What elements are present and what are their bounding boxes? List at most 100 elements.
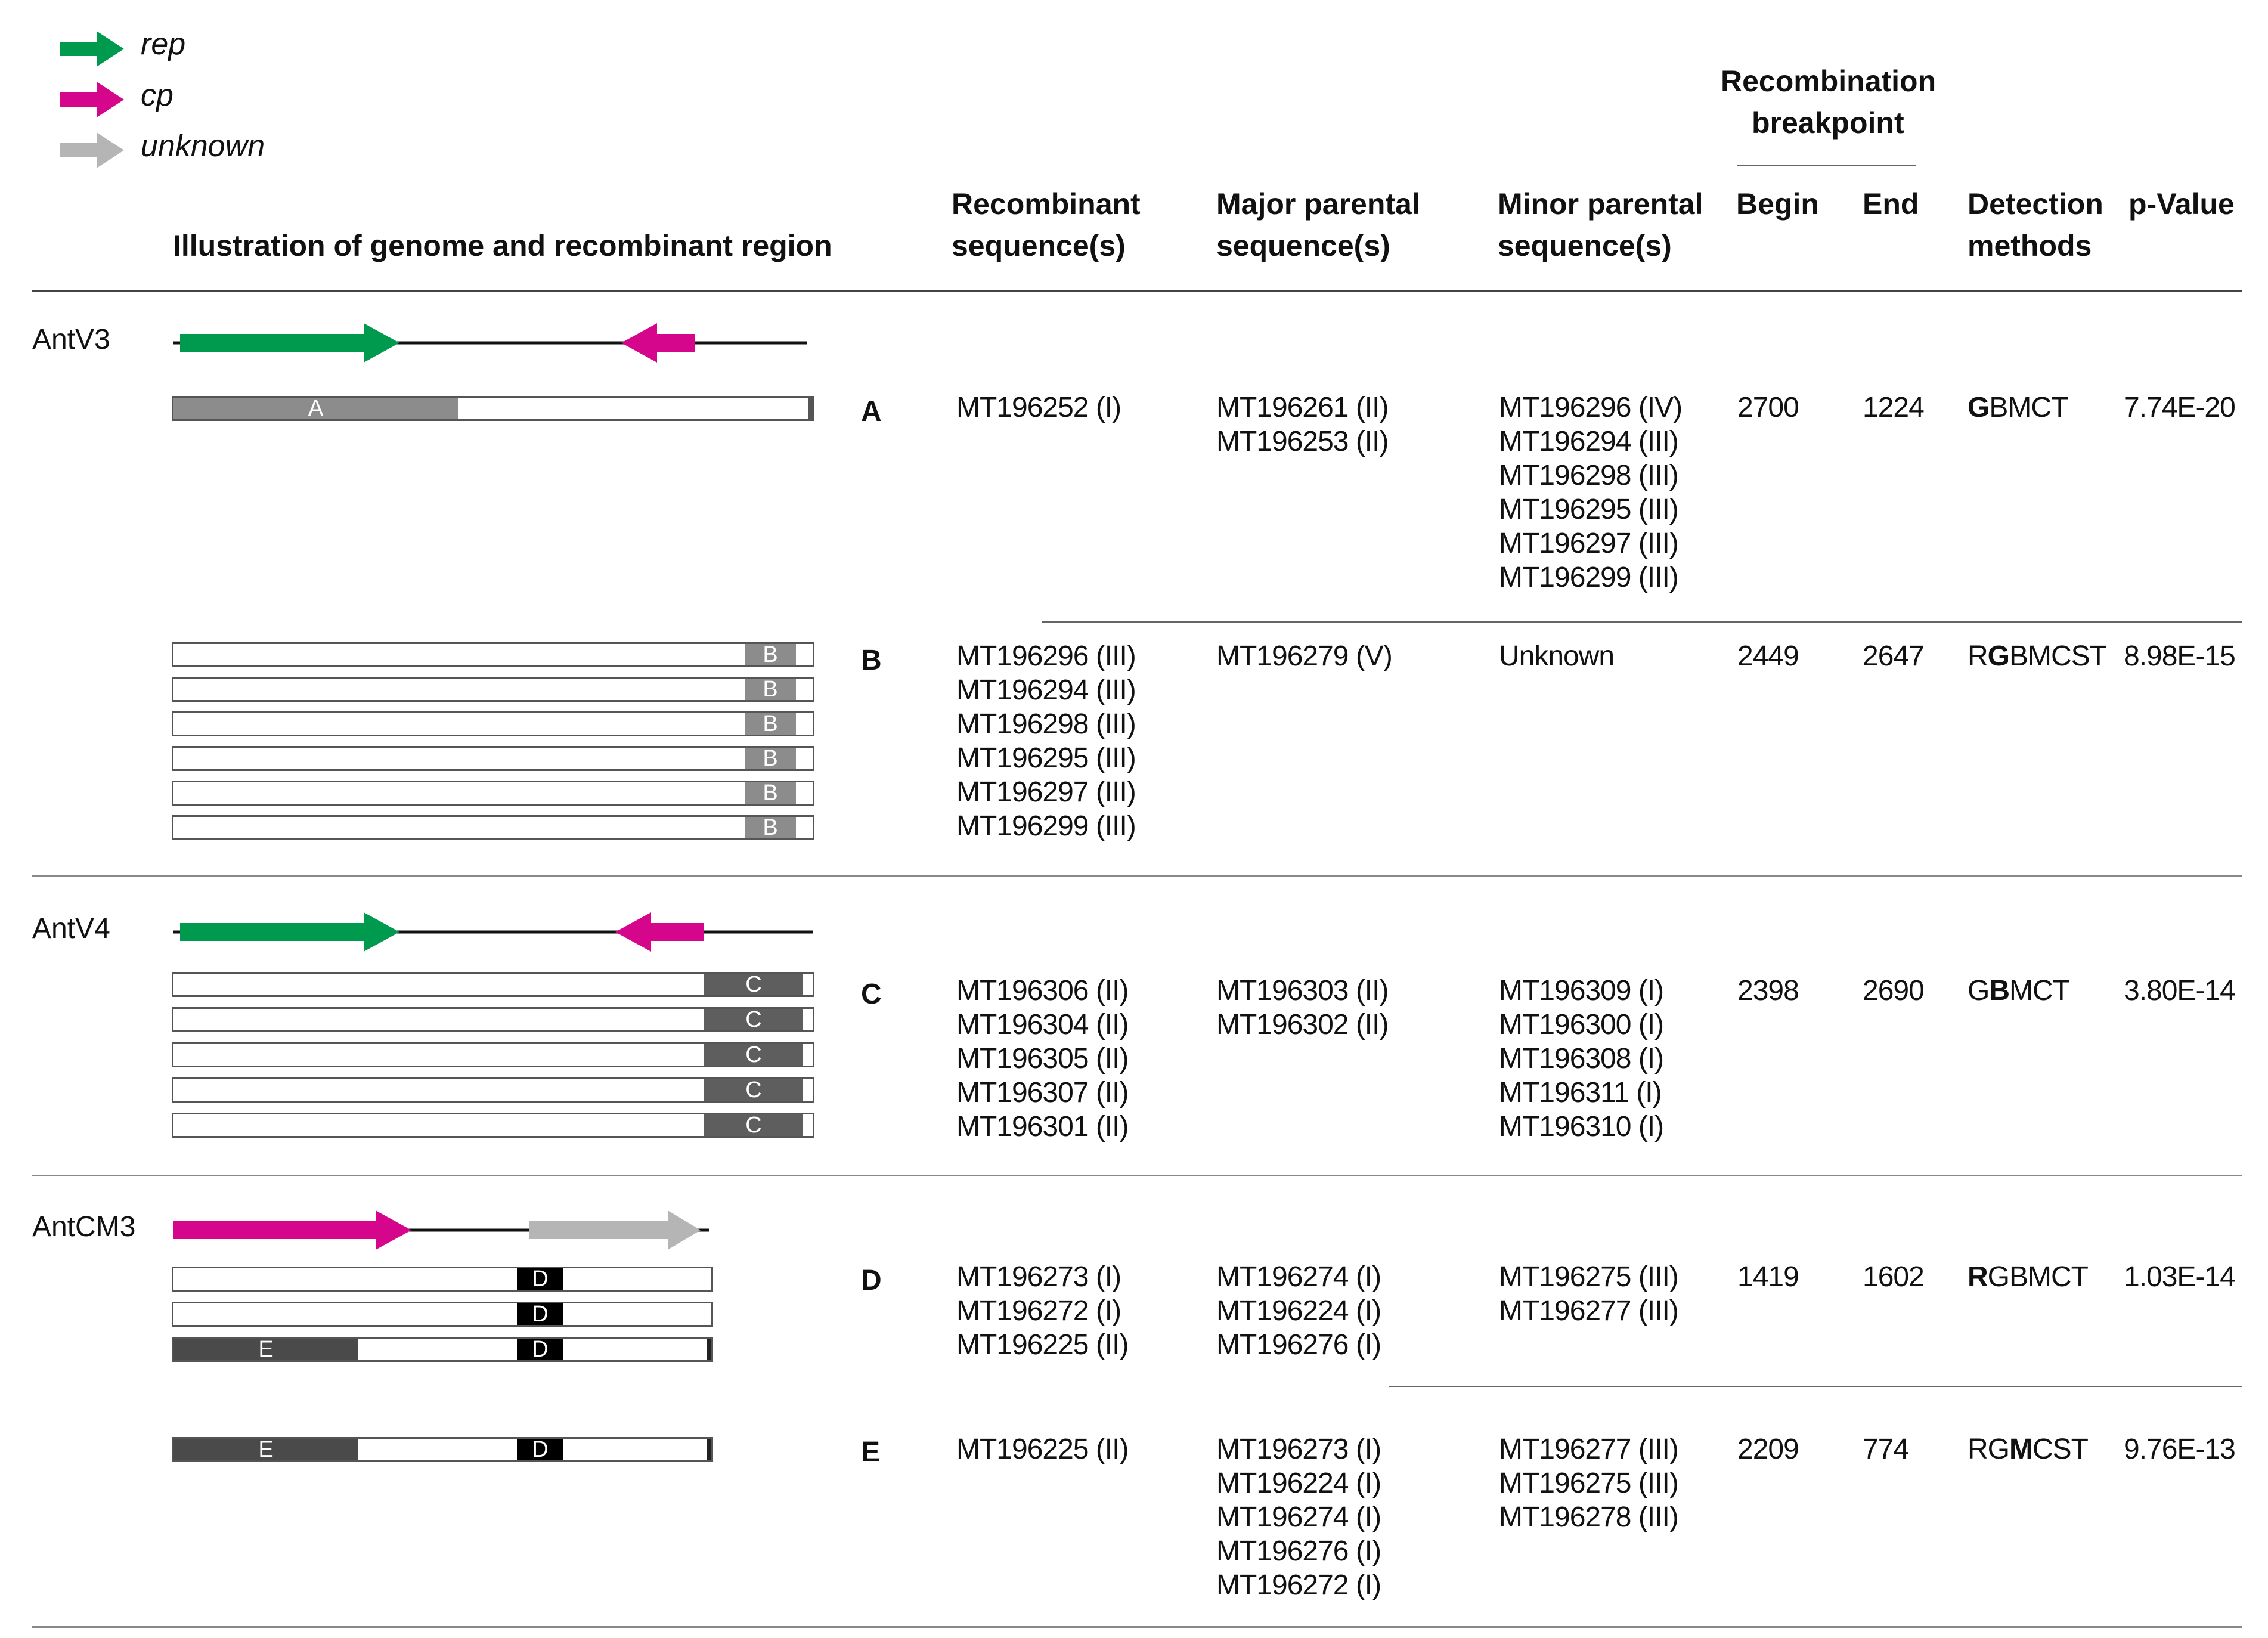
segment-d: D	[517, 1268, 563, 1290]
antv4-rep-arrow	[180, 912, 399, 952]
header-detection-1: Detection	[1968, 187, 2103, 221]
antv3-section-rule	[32, 875, 2242, 877]
breakpoint-begin: 2449	[1737, 640, 1799, 672]
header-end: End	[1863, 187, 1919, 221]
antv3-genome-map	[173, 323, 807, 363]
minor-parent-sequence: MT196294 (III)	[1499, 426, 1679, 457]
segment-b: B	[745, 782, 796, 804]
detection-methods-post: BMCST	[2009, 640, 2107, 672]
recombinant-sequence: MT196297 (III)	[956, 776, 1136, 808]
breakpoint-begin: 1419	[1737, 1261, 1799, 1293]
genome-bar: E D	[172, 1437, 713, 1462]
legend-label-cp: cp	[141, 78, 173, 113]
p-value: 8.98E-15	[2124, 640, 2236, 672]
breakpoint-end: 2647	[1863, 640, 1925, 672]
header-breakpoint-1: Recombination	[1721, 64, 1937, 98]
breakpoint-end: 1602	[1863, 1261, 1925, 1293]
segment-e: E	[173, 1338, 358, 1361]
minor-parent-sequence: MT196300 (I)	[1499, 1009, 1664, 1041]
header-begin: Begin	[1736, 187, 1819, 221]
genome-bar: C	[172, 972, 814, 997]
detection-methods-bold: G	[1968, 392, 1990, 423]
detection-methods-post: GBMCT	[1987, 1261, 2089, 1293]
header-minor-2: sequence(s)	[1498, 229, 1672, 262]
segment-c: C	[704, 973, 803, 996]
breakpoint-begin: 2700	[1737, 392, 1799, 423]
major-parent-sequence: MT196274 (I)	[1216, 1501, 1381, 1533]
minor-parent-sequence: Unknown	[1499, 640, 1615, 672]
breakpoint-end: 1224	[1863, 392, 1925, 423]
virus-label-antv3: AntV3	[32, 324, 110, 355]
minor-parent-sequence: MT196295 (III)	[1499, 494, 1679, 525]
segment-b: B	[745, 816, 796, 839]
recombinant-sequence: MT196306 (II)	[956, 975, 1129, 1007]
row-separator-de	[1389, 1386, 2242, 1387]
p-value: 1.03E-14	[2124, 1261, 2236, 1293]
minor-parent-sequence: MT196311 (I)	[1499, 1077, 1662, 1108]
antv4-genome-map	[173, 912, 813, 952]
rep-arrow-icon	[60, 31, 124, 67]
header-minor-1: Minor parental	[1498, 187, 1703, 221]
segment-a: A	[173, 397, 458, 420]
header-major-1: Major parental	[1216, 187, 1420, 221]
detection-methods-bold: B	[1989, 975, 2010, 1007]
major-parent-sequence: MT196224 (I)	[1216, 1295, 1381, 1327]
event-letter: A	[861, 396, 882, 428]
bar-tip	[707, 1439, 711, 1460]
legend-label-rep: rep	[141, 27, 186, 61]
minor-parent-sequence: MT196277 (III)	[1499, 1295, 1679, 1327]
genome-bar: B	[172, 746, 814, 771]
genome-bar: B	[172, 711, 814, 736]
minor-parent-sequence: MT196308 (I)	[1499, 1043, 1664, 1075]
minor-parent-sequence: MT196297 (III)	[1499, 528, 1679, 559]
minor-parent-sequence: MT196309 (I)	[1499, 975, 1664, 1007]
major-parent-sequence: MT196276 (I)	[1216, 1329, 1381, 1361]
cp-arrow-icon	[60, 82, 124, 117]
segment-d: D	[517, 1303, 563, 1326]
recombinant-sequence: MT196307 (II)	[956, 1077, 1129, 1108]
segment-c: C	[704, 1114, 803, 1137]
bar-tip	[707, 1339, 711, 1360]
minor-parent-sequence: MT196275 (III)	[1499, 1467, 1679, 1499]
genome-bar: D	[172, 1302, 713, 1327]
recombinant-sequence: MT196298 (III)	[956, 708, 1136, 740]
legend-label-unknown: unknown	[141, 129, 265, 163]
header-detection-2: methods	[1968, 229, 2092, 262]
genome-bar: C	[172, 1113, 814, 1138]
minor-parent-sequence: MT196298 (III)	[1499, 460, 1679, 491]
header-recombinant-1: Recombinant	[952, 187, 1141, 221]
genome-bar: B	[172, 677, 814, 702]
antv3-rep-arrow	[180, 323, 399, 363]
recombinant-sequence: MT196225 (II)	[956, 1433, 1129, 1465]
breakpoint-begin: 2209	[1737, 1433, 1799, 1465]
recombinant-sequence: MT196273 (I)	[956, 1261, 1121, 1293]
p-value: 7.74E-20	[2124, 392, 2236, 423]
major-parent-sequence: MT196253 (II)	[1216, 426, 1389, 457]
detection-methods-pre: G	[1968, 975, 1990, 1007]
major-parent-sequence: MT196273 (I)	[1216, 1433, 1381, 1465]
row-separator-ab	[1042, 621, 2242, 623]
detection-methods-bold: M	[2009, 1433, 2033, 1465]
detection-methods: RGBMCT	[1968, 1260, 2089, 1294]
antcm3-genome-map	[173, 1210, 709, 1250]
genome-bar: E D	[172, 1337, 713, 1362]
segment-d: D	[517, 1438, 563, 1461]
antv4-section-rule	[32, 1175, 2242, 1176]
segment-b: B	[745, 713, 796, 735]
major-parent-sequence: MT196279 (V)	[1216, 640, 1393, 672]
p-value: 9.76E-13	[2124, 1433, 2236, 1465]
major-parent-sequence: MT196276 (I)	[1216, 1535, 1381, 1567]
detection-methods-pre: RG	[1968, 1433, 2010, 1465]
antv4-cp-arrow	[615, 912, 704, 952]
detection-methods: RGBMCST	[1968, 639, 2107, 673]
segment-b: B	[745, 643, 796, 666]
breakpoint-end: 2690	[1863, 975, 1925, 1007]
minor-parent-sequence: MT196277 (III)	[1499, 1433, 1679, 1465]
major-parent-sequence: MT196272 (I)	[1216, 1569, 1381, 1601]
genome-bar: B	[172, 815, 814, 840]
recombinant-sequence: MT196252 (I)	[956, 392, 1121, 423]
major-parent-sequence: MT196261 (II)	[1216, 392, 1389, 423]
major-parent-sequence: MT196274 (I)	[1216, 1261, 1381, 1293]
recombinant-sequence: MT196301 (II)	[956, 1111, 1129, 1142]
virus-label-antcm3: AntCM3	[32, 1211, 136, 1243]
